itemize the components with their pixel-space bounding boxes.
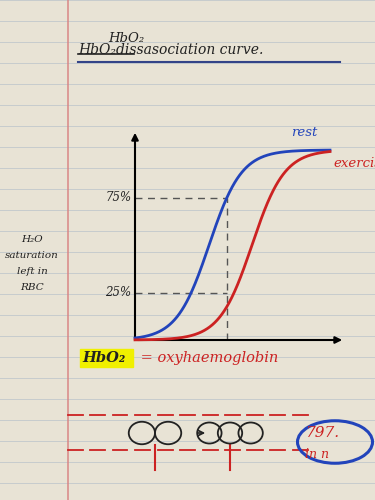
Text: = oxyhaemoglobin: = oxyhaemoglobin xyxy=(135,351,278,365)
Text: HbO₂dissasociation curve.: HbO₂dissasociation curve. xyxy=(78,43,263,57)
Text: 25%: 25% xyxy=(105,286,131,299)
Text: HbO₂: HbO₂ xyxy=(108,32,144,44)
Text: left in: left in xyxy=(16,268,47,276)
Text: HbO₂: HbO₂ xyxy=(82,351,125,365)
Text: exercise: exercise xyxy=(334,156,375,170)
Text: 797.: 797. xyxy=(305,426,339,440)
Bar xyxy=(80,349,132,367)
Text: 75%: 75% xyxy=(105,191,131,204)
Text: in n: in n xyxy=(305,448,329,462)
Text: RBC: RBC xyxy=(20,284,44,292)
Text: saturation: saturation xyxy=(5,252,59,260)
Text: rest: rest xyxy=(291,126,317,138)
Text: H₂O: H₂O xyxy=(21,236,43,244)
